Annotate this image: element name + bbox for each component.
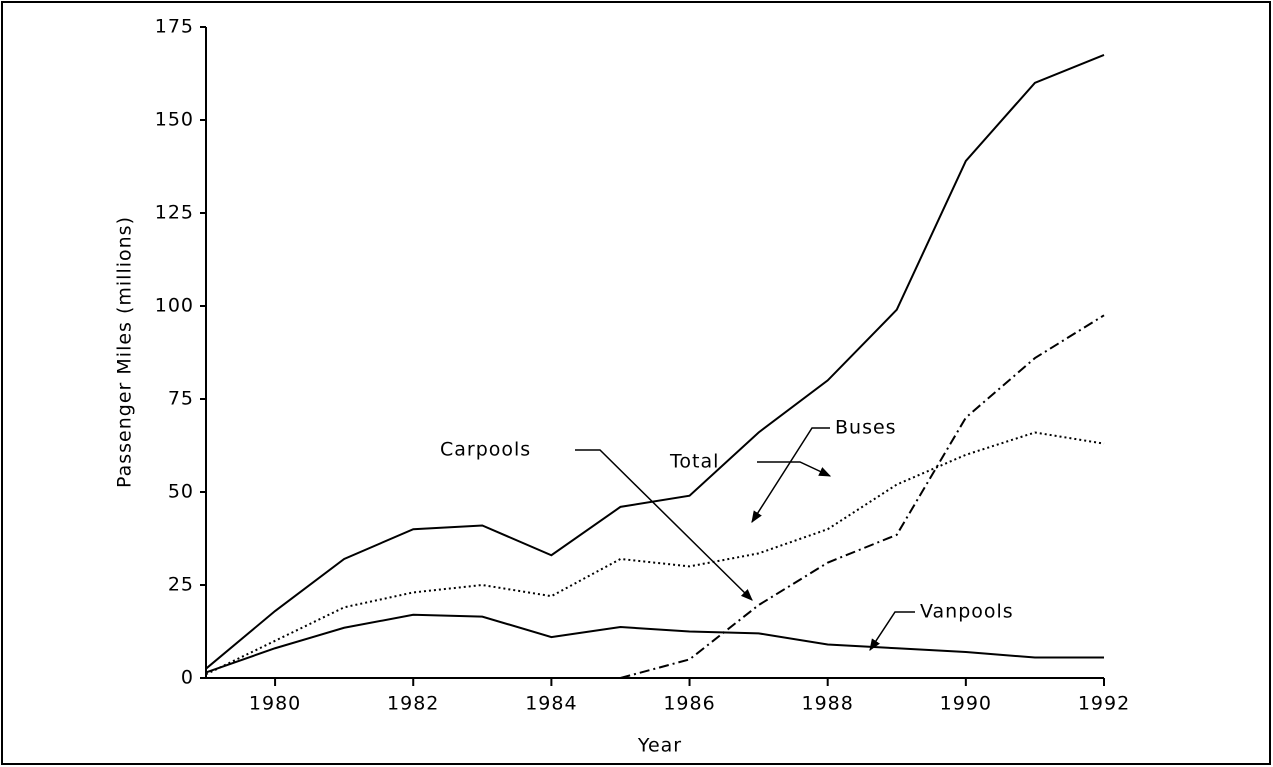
series-line	[620, 314, 1105, 679]
series-line	[205, 53, 1105, 670]
y-tick-label: 75	[168, 388, 194, 410]
y-tick-label: 50	[168, 481, 194, 503]
y-tick-label: 25	[168, 574, 194, 596]
leader-arrow	[757, 461, 832, 477]
y-tick-label: 100	[155, 295, 194, 317]
series-line	[205, 613, 1104, 674]
y-axis-label: Passenger Miles (millions)	[114, 216, 136, 488]
y-tick-label: 175	[155, 16, 194, 38]
y-tick-label: 0	[181, 667, 194, 689]
x-axis-label: Year	[637, 735, 682, 757]
series-label: Vanpools	[920, 601, 1014, 623]
x-tick-label: 1982	[387, 693, 439, 715]
series-label: Buses	[835, 417, 897, 439]
leader-arrow	[751, 427, 830, 524]
x-tick-label: 1986	[663, 693, 715, 715]
x-tick-label: 1990	[940, 693, 992, 715]
series-label: Total	[669, 451, 719, 473]
x-tick-label: 1980	[249, 693, 301, 715]
series-line	[205, 431, 1105, 676]
series-label: Carpools	[440, 439, 531, 461]
x-tick-label: 1992	[1078, 693, 1130, 715]
y-tick-label: 125	[155, 202, 194, 224]
leader-arrow	[575, 449, 753, 601]
x-tick-label: 1988	[802, 693, 854, 715]
x-tick-label: 1984	[525, 693, 577, 715]
y-tick-label: 150	[155, 109, 194, 131]
leader-arrow	[869, 611, 915, 652]
